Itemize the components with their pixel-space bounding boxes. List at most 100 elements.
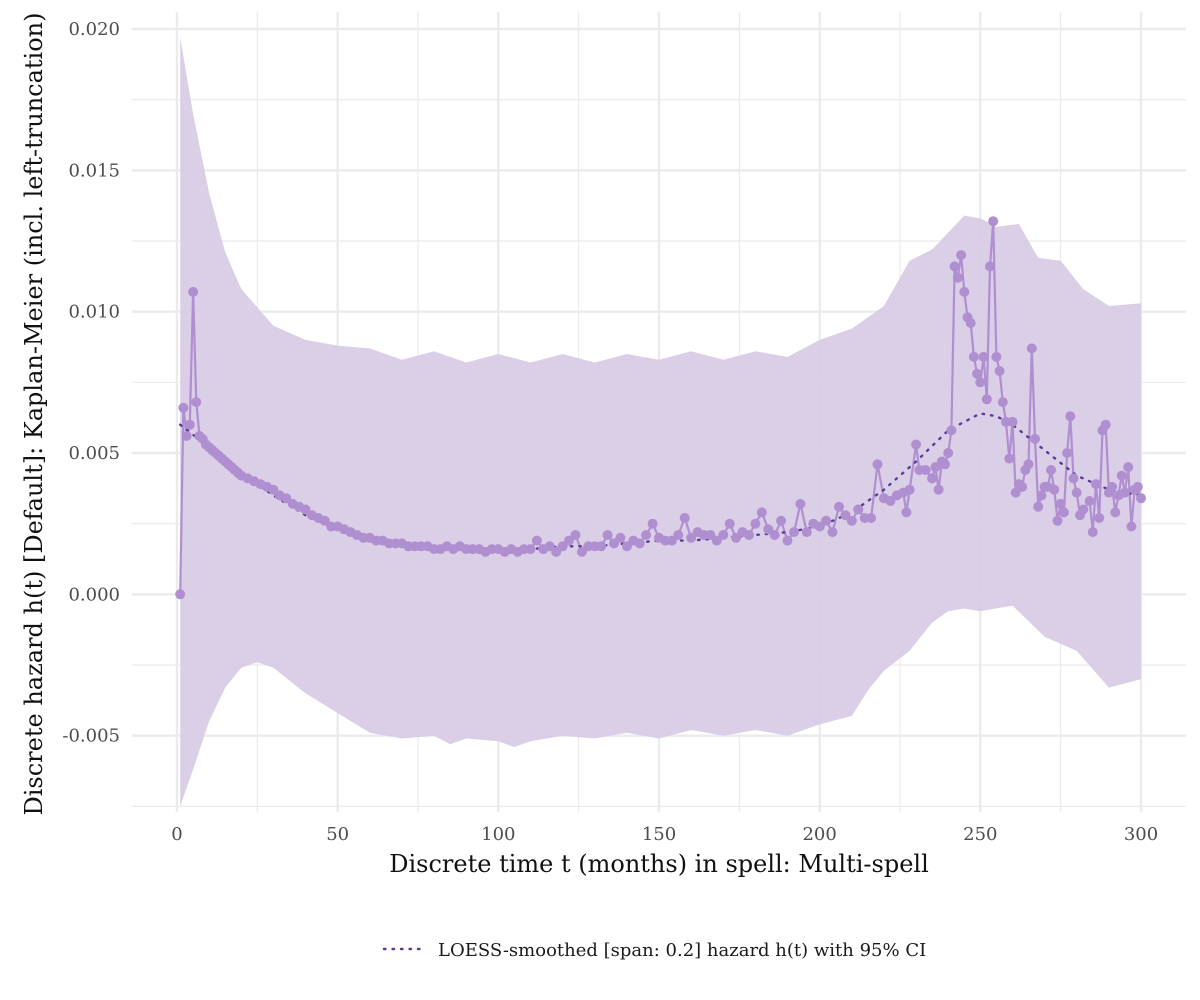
- x-tick-label: 300: [1124, 824, 1158, 845]
- hazard-point: [866, 513, 877, 523]
- hazard-point: [1071, 487, 1082, 498]
- hazard-point: [1010, 487, 1021, 498]
- hazard-point: [846, 515, 857, 526]
- y-tick-label: 0.005: [68, 443, 120, 464]
- x-tick-label: 100: [481, 824, 515, 845]
- x-tick-label: 50: [326, 824, 349, 845]
- hazard-point: [949, 261, 960, 272]
- hazard-point: [1132, 481, 1143, 492]
- hazard-point: [1100, 419, 1111, 430]
- hazard-point: [300, 504, 311, 515]
- hazard-point: [1084, 496, 1095, 506]
- hazard-point: [981, 394, 992, 405]
- hazard-point: [789, 527, 799, 538]
- x-tick-label: 250: [963, 824, 997, 845]
- y-tick-label: 0.000: [68, 584, 120, 605]
- hazard-point: [175, 589, 186, 600]
- hazard-point: [1058, 507, 1069, 518]
- hazard-point: [834, 501, 844, 512]
- hazard-point: [968, 351, 979, 362]
- hazard-point: [1026, 343, 1037, 354]
- hazard-point: [686, 532, 697, 543]
- hazard-point: [1030, 433, 1040, 444]
- x-axis-title: Discrete time t (months) in spell: Multi…: [389, 850, 929, 878]
- hazard-point: [946, 425, 957, 436]
- hazard-point: [814, 521, 825, 532]
- hazard-point: [991, 351, 1002, 362]
- y-tick-label: 0.015: [68, 160, 120, 181]
- hazard-point: [821, 515, 832, 526]
- hazard-point: [853, 504, 864, 515]
- hazard-point: [544, 541, 555, 552]
- hazard-point: [956, 250, 967, 261]
- x-tick-label: 200: [802, 824, 836, 845]
- hazard-point: [801, 527, 812, 538]
- hazard-point: [596, 541, 607, 552]
- hazard-point: [1062, 448, 1073, 458]
- hazard-point: [178, 402, 189, 413]
- hazard-point: [795, 498, 806, 509]
- hazard-point: [641, 530, 652, 540]
- hazard-point: [920, 465, 931, 475]
- hazard-point: [1046, 465, 1056, 475]
- hazard-point: [763, 524, 774, 535]
- hazard-point: [1136, 493, 1146, 504]
- hazard-point: [1052, 515, 1063, 526]
- hazard-point: [525, 544, 536, 555]
- hazard-point: [827, 527, 838, 538]
- y-axis-title: Discrete hazard h(t) [Default]: Kaplan-M…: [20, 13, 48, 816]
- hazard-point: [1116, 470, 1127, 481]
- hazard-point: [634, 538, 645, 549]
- hazard-point: [564, 535, 574, 546]
- hazard-point: [191, 397, 202, 408]
- hazard-point: [988, 216, 999, 227]
- hazard-point: [731, 532, 742, 543]
- hazard-point: [997, 397, 1008, 408]
- hazard-point: [184, 419, 195, 430]
- hazard-point: [1091, 479, 1101, 490]
- hazard-point: [911, 439, 922, 450]
- hazard-point: [1110, 507, 1121, 518]
- hazard-point: [744, 530, 754, 540]
- hazard-point: [952, 272, 963, 283]
- hazard-point: [621, 541, 632, 552]
- hazard-point: [1055, 498, 1066, 509]
- hazard-point: [1036, 490, 1047, 501]
- hazard-point: [1087, 527, 1098, 538]
- hazard-point: [1004, 453, 1015, 464]
- tick-labels: 0 50 100 150 200 250 300 -0.005 0.000 0.005 0.010 0…: [62, 19, 1158, 845]
- hazard-point: [756, 507, 767, 518]
- hazard-point: [1033, 501, 1044, 512]
- hazard-point: [750, 518, 761, 529]
- hazard-point: [724, 518, 735, 529]
- hazard-point: [965, 318, 976, 328]
- hazard-point: [959, 286, 970, 297]
- hazard-point: [872, 459, 883, 470]
- hazard-point: [985, 261, 995, 272]
- hazard-point: [975, 377, 986, 388]
- hazard-point: [904, 484, 915, 495]
- confidence-band: [180, 37, 1141, 807]
- hazard-point: [978, 351, 989, 362]
- hazard-point: [1007, 416, 1018, 427]
- hazard-point: [933, 484, 944, 495]
- hazard-point: [647, 518, 658, 529]
- confidence-band-layer: [180, 37, 1141, 807]
- hazard-point: [615, 532, 626, 543]
- hazard-point: [181, 431, 192, 441]
- hazard-point: [718, 530, 729, 540]
- x-tick-label: 150: [642, 824, 676, 845]
- hazard-point: [1094, 513, 1105, 523]
- hazard-point: [281, 493, 292, 504]
- hazard-points-layer: [175, 216, 1146, 600]
- x-tick-label: 0: [171, 824, 182, 845]
- hazard-point: [1107, 481, 1118, 492]
- legend: LOESS-smoothed [span: 0.2] hazard h(t) w…: [382, 940, 926, 961]
- hazard-point: [994, 366, 1005, 376]
- hazard-point: [776, 515, 787, 526]
- legend-label: LOESS-smoothed [span: 0.2] hazard h(t) w…: [438, 940, 926, 961]
- hazard-point: [943, 448, 954, 458]
- hazard-point: [1078, 504, 1089, 515]
